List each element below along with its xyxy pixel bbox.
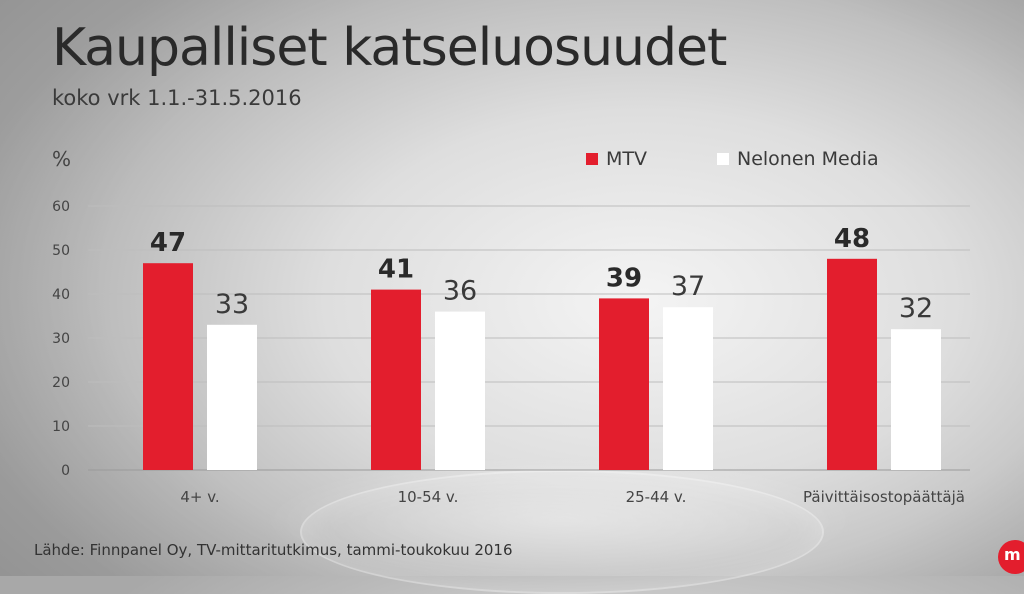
data-label-mtv-2: 39 — [606, 263, 642, 293]
bar-nelonen-3 — [891, 329, 941, 470]
bar-mtv-0 — [143, 263, 193, 470]
y-tick-label-50: 50 — [52, 243, 70, 259]
data-label-mtv-3: 48 — [834, 224, 870, 254]
data-label-nelonen-1: 36 — [443, 276, 477, 307]
data-label-nelonen-2: 37 — [671, 271, 705, 302]
x-tick-label-3: Päivittäisostopäättäjä — [803, 488, 965, 506]
chart-subtitle: koko vrk 1.1.-31.5.2016 — [52, 86, 302, 110]
data-label-nelonen-0: 33 — [215, 289, 249, 320]
data-label-nelonen-3: 32 — [899, 293, 933, 324]
data-label-mtv-0: 47 — [150, 228, 186, 258]
bar-nelonen-2 — [663, 307, 713, 470]
x-tick-label-1: 10-54 v. — [398, 488, 459, 506]
y-tick-label-20: 20 — [52, 375, 70, 391]
y-tick-label-30: 30 — [52, 331, 70, 347]
x-tick-label-0: 4+ v. — [180, 488, 219, 506]
bar-mtv-1 — [371, 289, 421, 470]
legend-item-mtv: MTV — [586, 148, 647, 170]
legend-label-nelonen: Nelonen Media — [737, 148, 879, 170]
bar-nelonen-1 — [435, 311, 485, 470]
legend-item-nelonen: Nelonen Media — [717, 148, 879, 170]
legend-label-mtv: MTV — [606, 148, 647, 170]
chart-legend: MTV Nelonen Media — [586, 148, 879, 170]
source-note: Lähde: Finnpanel Oy, TV-mittaritutkimus,… — [34, 541, 513, 559]
legend-swatch-mtv — [586, 153, 598, 165]
bar-nelonen-0 — [207, 324, 257, 470]
data-label-mtv-1: 41 — [378, 255, 414, 285]
chart-title: Kaupalliset katseluosuudet — [52, 18, 727, 78]
bar-chart: % 0 10 20 30 40 50 60 47 33 4+ v. 41 36 10-54 v. 39 37 2… — [52, 147, 970, 506]
bar-mtv-2 — [599, 298, 649, 470]
y-tick-label-0: 0 — [61, 463, 70, 479]
legend-swatch-nelonen — [717, 153, 729, 165]
mtv-logo: m — [998, 540, 1024, 574]
y-tick-label-40: 40 — [52, 287, 70, 303]
y-tick-label-10: 10 — [52, 419, 70, 435]
bar-mtv-3 — [827, 258, 877, 470]
x-tick-label-2: 25-44 v. — [626, 488, 687, 506]
y-axis-label: % — [52, 147, 71, 171]
y-tick-label-60: 60 — [52, 199, 70, 215]
